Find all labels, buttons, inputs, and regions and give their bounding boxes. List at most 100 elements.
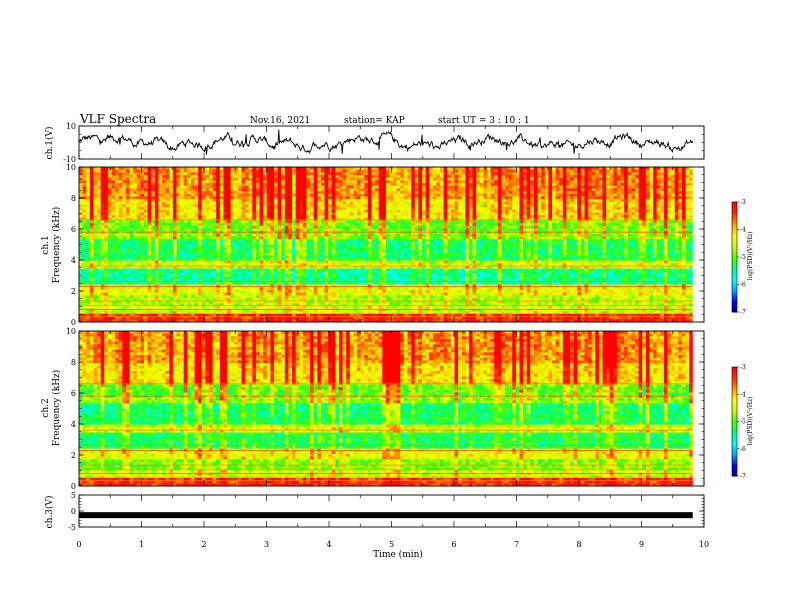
ch1-spectrogram-cell — [278, 183, 282, 186]
ch1-spectrogram-cell — [364, 167, 368, 170]
ch1-spectrogram-cell — [635, 186, 639, 189]
ch1-spectrogram-cell — [462, 212, 466, 215]
ch1-spectrogram-cell — [285, 239, 289, 242]
ch1-spectrogram-cell — [675, 196, 679, 199]
ch1-spectrogram-cell — [447, 178, 451, 181]
ch1-spectrogram-cell — [494, 191, 498, 194]
ch1-spectrogram-cell — [675, 183, 679, 186]
ch1-spectrogram-cell — [534, 210, 538, 213]
ch1-spectrogram-cell — [90, 202, 94, 205]
ch1-spectrogram-cell — [657, 172, 661, 175]
ch1-spectrogram-cell — [115, 231, 119, 234]
ch1-spectrogram-cell — [198, 210, 202, 213]
ch1-spectrogram-cell — [317, 239, 321, 242]
ch1-spectrogram-cell — [205, 178, 209, 181]
ch1-spectrogram-cell — [292, 239, 296, 242]
ch1-spectrogram-cell — [90, 175, 94, 178]
ch1-spectrogram-cell — [353, 226, 357, 229]
ch1-spectrogram-cell — [382, 234, 386, 237]
ch1-spectrogram-cell — [509, 196, 513, 199]
ch1-spectrogram-cell — [227, 234, 231, 237]
ch1-spectrogram-cell — [285, 210, 289, 213]
ch1-spectrogram-cell — [389, 220, 393, 223]
ch1-spectrogram-cell — [530, 178, 534, 181]
ch1-spectrogram-cell — [653, 236, 657, 239]
ch1-spectrogram-cell — [173, 186, 177, 189]
ch1-spectrogram-cell — [584, 207, 588, 210]
ch1-spectrogram-cell — [592, 228, 596, 231]
ch1-spectrogram-cell — [473, 194, 477, 197]
ch1-spectrogram-cell — [646, 196, 650, 199]
ch1-spectrogram-cell — [303, 178, 307, 181]
ch1-spectrogram-cell — [447, 239, 451, 242]
ch1-spectrogram-cell — [267, 183, 271, 186]
ch1-spectrogram-cell — [559, 228, 563, 231]
ch1-spectrogram-cell — [104, 183, 108, 186]
ch1-spectrogram-cell — [252, 231, 256, 234]
ch1-spectrogram-cell — [220, 239, 224, 242]
ch1-spectrogram-cell — [653, 186, 657, 189]
ch1-spectrogram-cell — [375, 175, 379, 178]
ch1-spectrogram-cell — [682, 220, 686, 223]
ch1-spectrogram-cell — [155, 228, 159, 231]
ch1-spectrogram-cell — [483, 186, 487, 189]
ch1-spectrogram-cell — [343, 202, 347, 205]
ch1-spectrogram-cell — [346, 239, 350, 242]
ch1-spectrogram-cell — [400, 239, 404, 242]
ch1-spectrogram-cell — [389, 242, 393, 245]
ch1-spectrogram-cell — [158, 210, 162, 213]
ch1-spectrogram-cell — [321, 186, 325, 189]
ch1-spectrogram-cell — [404, 234, 408, 237]
ch1-spectrogram-cell — [260, 183, 264, 186]
ch1-spectrogram-cell — [335, 191, 339, 194]
ch1-spectrogram-cell — [646, 231, 650, 234]
ch1-spectrogram-cell — [584, 210, 588, 213]
ch1-spectrogram-cell — [415, 172, 419, 175]
ch1-spectrogram-cell — [111, 228, 115, 231]
ch1-spectrogram-cell — [501, 234, 505, 237]
ch1-spectrogram-cell — [328, 242, 332, 245]
ch1-spectrogram-cell — [296, 234, 300, 237]
ch1-spectrogram-cell — [306, 202, 310, 205]
ch1-spectrogram-cell — [292, 167, 296, 170]
ch1-spectrogram-cell — [646, 234, 650, 237]
ch1-spectrogram-cell — [209, 178, 213, 181]
ch1-spectrogram-cell — [418, 186, 422, 189]
ch1-spectrogram-cell — [260, 220, 264, 223]
ch1-spectrogram-cell — [628, 210, 632, 213]
ch1-spectrogram-cell — [512, 172, 516, 175]
ch1-spectrogram-cell — [556, 220, 560, 223]
ch1-spectrogram-cell — [606, 172, 610, 175]
ch1-spectrogram-cell — [162, 167, 166, 170]
ch1-spectrogram-cell — [227, 194, 231, 197]
ch1-spectrogram-cell — [303, 228, 307, 231]
ch1-spectrogram-cell — [93, 199, 97, 202]
ch1-spectrogram-cell — [523, 191, 527, 194]
ch1-spectrogram-cell — [270, 196, 274, 199]
ch1-spectrogram-cell — [97, 199, 101, 202]
ch1-spectrogram-cell — [310, 204, 314, 207]
ch1-spectrogram-cell — [234, 226, 238, 229]
ch1-spectrogram-cell — [101, 196, 105, 199]
ch1-spectrogram-cell — [527, 170, 531, 173]
ch1-spectrogram-cell — [624, 242, 628, 245]
ch1-spectrogram-cell — [285, 186, 289, 189]
ch1-spectrogram-cell — [509, 242, 513, 245]
ch1-spectrogram-cell — [379, 191, 383, 194]
ch1-spectrogram-cell — [541, 239, 545, 242]
ch1-spectrogram-cell — [411, 180, 415, 183]
ch1-spectrogram-cell — [288, 234, 292, 237]
ch1-spectrogram-cell — [368, 207, 372, 210]
ch1-spectrogram-cell — [476, 175, 480, 178]
ch1-spectrogram-cell — [234, 175, 238, 178]
ch1-spectrogram-cell — [480, 172, 484, 175]
ch1-spectrogram-cell — [534, 231, 538, 234]
ch1-waveform-y-tick-label: 10 — [66, 122, 76, 131]
ch1-spectrogram-cell — [393, 239, 397, 242]
ch1-spectrogram-cell — [566, 210, 570, 213]
ch1-spectrogram-cell — [483, 202, 487, 205]
ch1-spectrogram-cell — [440, 196, 444, 199]
ch1-spectrogram-cell — [296, 239, 300, 242]
ch1-spectrogram-cell — [256, 170, 260, 173]
ch1-spectrogram-cell — [584, 199, 588, 202]
